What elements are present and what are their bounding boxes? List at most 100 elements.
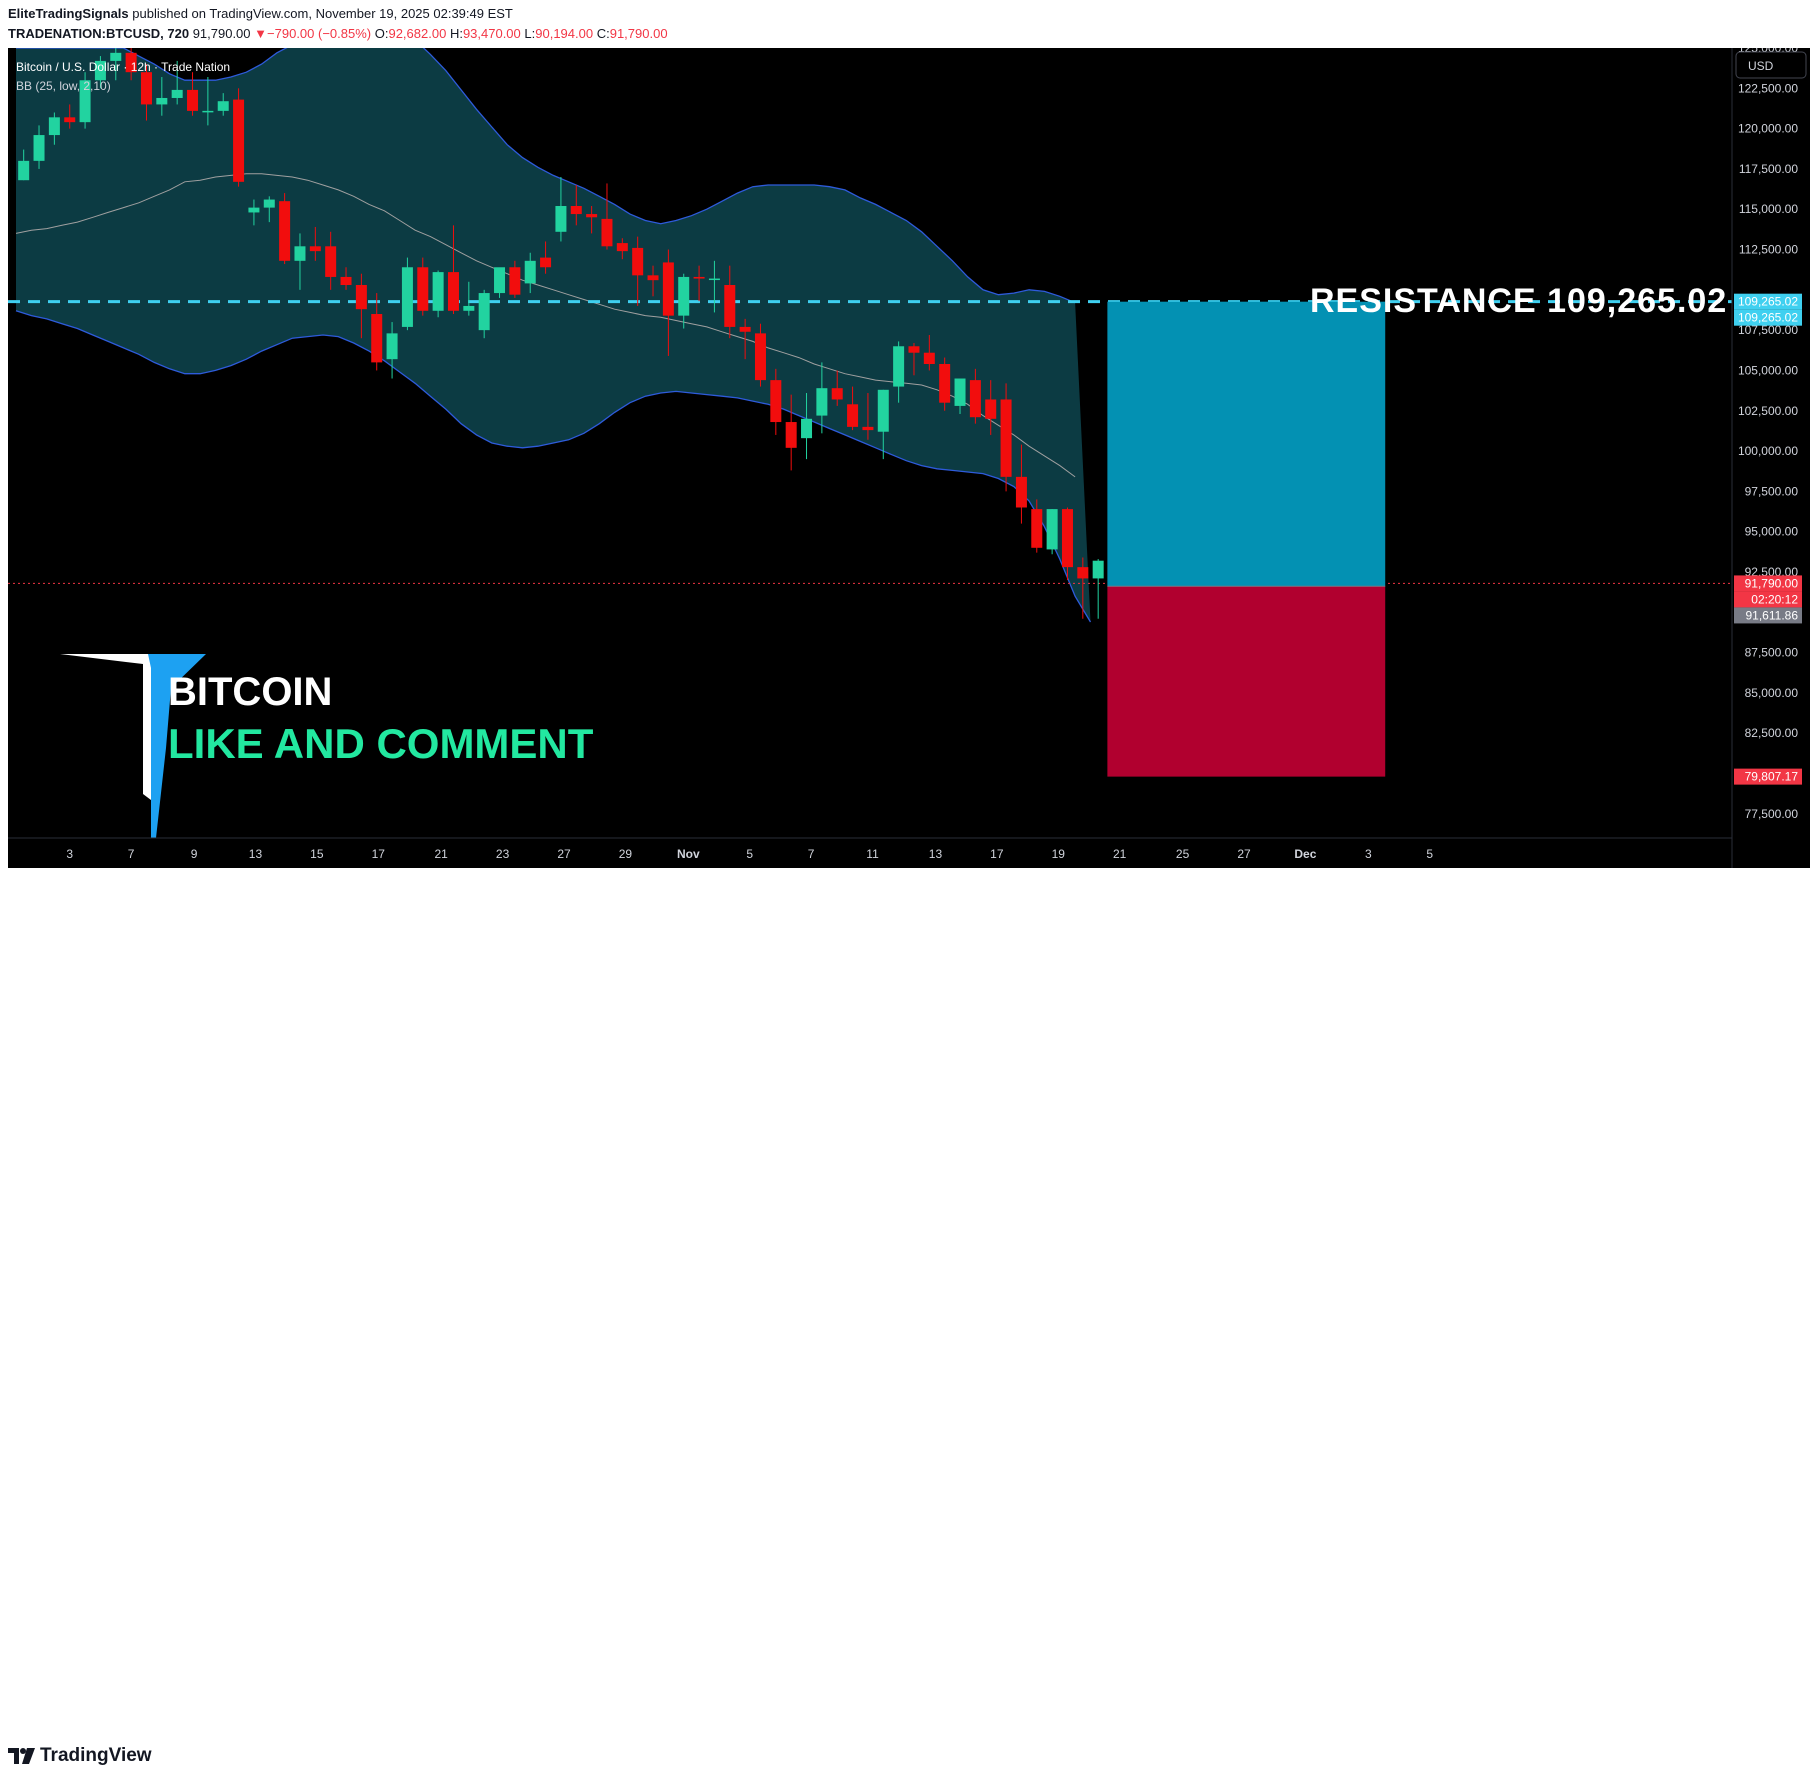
brand-title: BITCOIN (168, 670, 332, 714)
currency-button[interactable] (1735, 51, 1807, 79)
candle-body (877, 389, 889, 432)
candle-body (985, 399, 997, 419)
candle-body (862, 426, 874, 431)
candle-body (140, 72, 152, 105)
candle-body (831, 388, 843, 400)
published-text: published on TradingView.com, November 1… (132, 6, 513, 21)
change-arrow: ▼ (254, 26, 268, 41)
candle-body (309, 246, 321, 252)
currency-button-label: USD (1748, 59, 1774, 73)
time-tick-label: 11 (866, 847, 879, 861)
candle-body (1061, 509, 1073, 568)
time-tick-label: 27 (557, 847, 571, 861)
price-tick-label: 102,500.00 (1738, 404, 1798, 418)
time-tick-label: 21 (1113, 847, 1127, 861)
candle-body (110, 52, 122, 61)
price-tick-label: 97,500.00 (1745, 484, 1799, 498)
candle-body (202, 110, 214, 113)
price-label-text: 91,611.86 (1746, 608, 1799, 622)
candle-body (816, 388, 828, 416)
candle-body (693, 276, 705, 279)
position-tool[interactable] (1107, 301, 1386, 777)
candle-body (1092, 560, 1104, 579)
low-value: 90,194.00 (535, 26, 594, 41)
time-tick-label: 7 (128, 847, 135, 861)
low-label: L: (524, 26, 536, 41)
candle-body (632, 247, 644, 276)
price-tick-label: 77,500.00 (1745, 807, 1799, 821)
time-tick-label: Dec (1294, 847, 1316, 861)
candle-body (540, 257, 552, 268)
price-tick-label: 105,000.00 (1738, 363, 1798, 377)
time-tick-label: 7 (808, 847, 815, 861)
candle-body (1031, 509, 1043, 548)
price-tick-label: 100,000.00 (1738, 444, 1798, 458)
candle-body (724, 285, 736, 327)
candle-body (94, 60, 106, 81)
bb-lower-line (15, 310, 1092, 623)
candle-body (233, 99, 245, 182)
high-label: H: (449, 26, 463, 41)
target-zone[interactable] (1107, 301, 1386, 587)
candle-body (48, 117, 60, 136)
time-tick-label: 9 (191, 847, 198, 861)
time-tick-label: 17 (990, 847, 1004, 861)
time-tick-label: 5 (1426, 847, 1433, 861)
time-tick-label: 5 (746, 847, 753, 861)
candle-body (187, 89, 199, 111)
candle-body (893, 346, 905, 387)
candle-body (524, 260, 536, 284)
change-value: −790.00 (−0.85%) (267, 26, 372, 41)
price-label-badge (1734, 309, 1802, 326)
price-axis-labels: 109,265.02 109,265.02 91,790.00 02:20:12 91,… (1734, 293, 1802, 785)
price-label-text: 91,790.00 (1745, 576, 1799, 590)
tradingview-logo[interactable]: TradingView (8, 1745, 152, 1767)
time-axis[interactable]: 3 7 9 13 15 17 21 23 27 29 Nov 5 7 11 13 17 19 21 25 27 Dec 3… (66, 847, 1433, 861)
candle-body (647, 275, 659, 281)
price-label-badge (1734, 575, 1802, 592)
footer: TradingView (0, 868, 1820, 1766)
candle-body (708, 278, 720, 281)
candle-body (494, 267, 506, 294)
close-label: C: (596, 26, 610, 41)
logo-blue-shape (148, 654, 206, 838)
price-chart[interactable]: RESISTANCE 109,265.02 BITCOIN LIKE AND C… (8, 48, 1810, 868)
time-tick-label: 3 (66, 847, 73, 861)
stop-zone[interactable] (1107, 586, 1386, 777)
candle-body (18, 160, 30, 181)
candle-body (263, 199, 275, 208)
price-tick-label: 87,500.00 (1745, 646, 1799, 660)
time-tick-label: 23 (496, 847, 510, 861)
price-label-badge (1734, 293, 1802, 310)
price-tick-label: 107,500.00 (1738, 323, 1798, 337)
candles (18, 48, 1120, 619)
candle-body (156, 97, 168, 105)
chart-header: EliteTradingSignals published on Trading… (0, 0, 1820, 48)
price-tick-label: 120,000.00 (1738, 122, 1798, 136)
indicator-legend[interactable]: BB (25, low, 2,10) (16, 79, 111, 93)
candle-body (969, 380, 981, 418)
candle-body (248, 207, 260, 213)
candle-body (509, 267, 521, 295)
tradingview-logo-icon (8, 1748, 35, 1764)
tradingview-logo-text: TradingView (40, 1745, 152, 1766)
candle-body (432, 272, 444, 311)
price-label-badge (1734, 607, 1802, 624)
candle-body (939, 364, 951, 403)
time-tick-label: 27 (1237, 847, 1251, 861)
author-name[interactable]: EliteTradingSignals (8, 6, 129, 21)
chart-legend-title: Bitcoin / U.S. Dollar · 12h · Trade Nati… (16, 60, 230, 74)
candle-body (570, 206, 582, 215)
candle-body (371, 314, 383, 363)
open-value: 92,682.00 (388, 26, 447, 41)
candle-body (125, 52, 137, 73)
price-label-badge (1734, 591, 1802, 608)
symbol-label: TRADENATION:BTCUSD, 720 (8, 26, 190, 41)
price-tick-label: 82,500.00 (1745, 726, 1799, 740)
time-tick-label: 13 (249, 847, 263, 861)
candle-body (294, 246, 306, 261)
time-tick-label: 13 (929, 847, 943, 861)
bb-fill (16, 48, 1091, 622)
candle-body (1077, 567, 1089, 579)
price-axis[interactable]: 77,500.0080,000.0082,500.0085,000.0087,5… (1738, 48, 1798, 821)
